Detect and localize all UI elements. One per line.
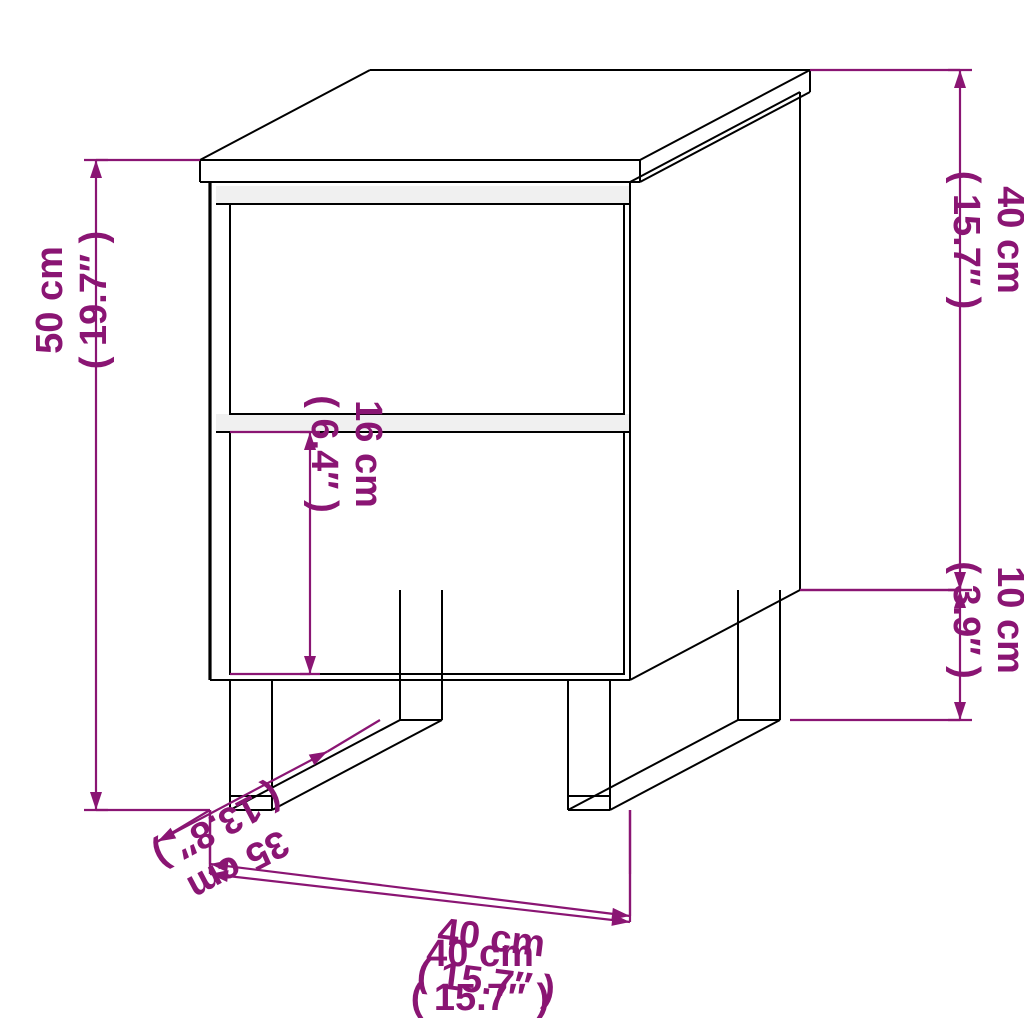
dimension-label: 40 cm: [989, 186, 1024, 294]
dim-depth: 35 cm( 13.8″ ): [146, 775, 309, 916]
dimension-label: 10 cm: [989, 566, 1024, 674]
dimension-diagram: 50 cm( 19.7″ ) 40 cm( 15.7″ ) 10 cm( 3.9″ …: [0, 0, 1024, 1024]
dimension-label: ( 6.4″ ): [303, 395, 345, 512]
dim-height-leg: 10 cm( 3.9″ ): [945, 561, 1024, 678]
dimension-label: 50 cm: [29, 246, 71, 354]
dimension-label: ( 3.9″ ): [945, 561, 987, 678]
dimension-label: 16 cm: [347, 400, 389, 508]
dimension-label: ( 19.7″ ): [73, 231, 115, 370]
dim-height-cabinet: 40 cm( 15.7″ ): [945, 171, 1024, 310]
dim-height-drawer: 16 cm( 6.4″ ): [303, 395, 389, 512]
dimension-label: ( 15.7″ ): [945, 171, 987, 310]
dim-height-total: 50 cm( 19.7″ ): [29, 231, 115, 370]
